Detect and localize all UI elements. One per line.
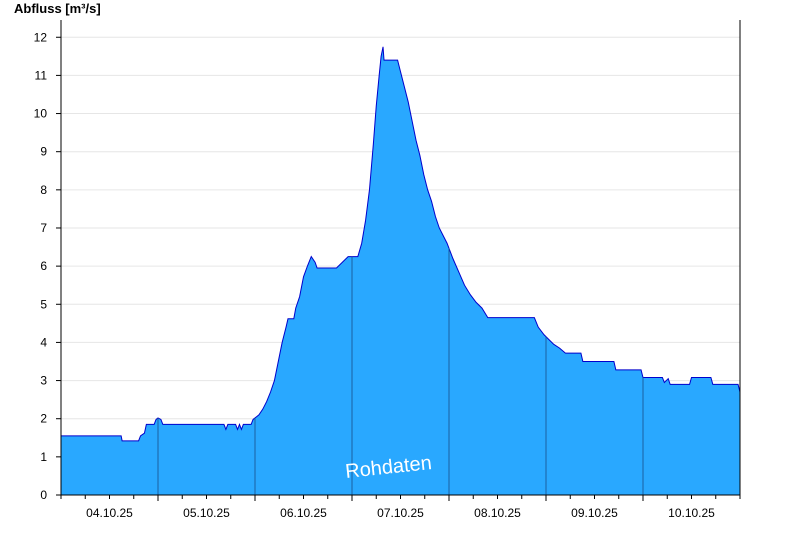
data-area-layer: [61, 46, 741, 496]
y-tick-label: 8: [40, 183, 47, 197]
y-tick-label: 9: [40, 145, 47, 159]
x-tick-label: 06.10.25: [280, 506, 327, 520]
y-tick-label: 11: [35, 68, 48, 82]
y-axis-title: Abfluss [m³/s]: [14, 1, 101, 16]
y-tick-label: 7: [40, 221, 47, 235]
axis-layer: [56, 20, 741, 501]
y-tick-label: 6: [40, 259, 47, 273]
y-tick-label: 12: [34, 30, 48, 44]
day-divider-layer: [157, 248, 644, 495]
x-tick-label: 08.10.25: [474, 506, 521, 520]
x-tick-label: 09.10.25: [571, 506, 618, 520]
y-tick-label: 10: [34, 107, 48, 121]
y-tick-label: 5: [40, 297, 47, 311]
y-tick-label: 1: [40, 450, 47, 464]
y-tick-label: 0: [40, 488, 47, 502]
discharge-line: [61, 46, 741, 442]
y-tick-label: 2: [40, 412, 47, 426]
x-tick-label: 07.10.25: [377, 506, 424, 520]
discharge-area: [61, 46, 740, 496]
x-tick-label: 10.10.25: [668, 506, 715, 520]
x-tick-label: 05.10.25: [183, 506, 230, 520]
y-tick-label: 4: [40, 335, 47, 349]
y-tick-label: 3: [40, 374, 47, 388]
x-tick-label: 04.10.25: [86, 506, 133, 520]
